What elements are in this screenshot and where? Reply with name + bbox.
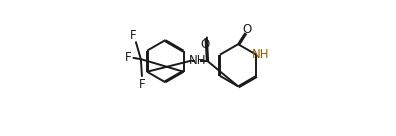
- Text: F: F: [139, 78, 145, 91]
- Text: NH: NH: [252, 48, 269, 61]
- Text: O: O: [201, 38, 210, 51]
- Text: F: F: [125, 51, 132, 64]
- Text: NH: NH: [188, 54, 206, 67]
- Text: F: F: [129, 29, 136, 42]
- Text: O: O: [242, 23, 251, 36]
